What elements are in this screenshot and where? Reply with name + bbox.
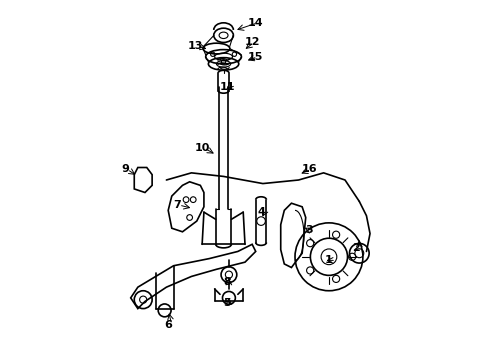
Text: 12: 12 [245, 37, 260, 48]
Text: 16: 16 [301, 164, 317, 174]
Text: 2: 2 [352, 243, 360, 253]
Text: 5: 5 [223, 298, 231, 308]
Text: 3: 3 [305, 225, 313, 235]
Text: 10: 10 [195, 143, 210, 153]
Text: 13: 13 [187, 41, 203, 51]
Text: 11: 11 [220, 82, 235, 92]
Text: 1: 1 [325, 255, 333, 265]
Text: 9: 9 [122, 164, 129, 174]
Text: 15: 15 [248, 52, 264, 62]
Text: 14: 14 [248, 18, 264, 28]
Text: 4: 4 [257, 207, 265, 217]
Text: 8: 8 [223, 277, 231, 287]
Text: 7: 7 [173, 200, 181, 210]
Text: 6: 6 [164, 320, 172, 330]
